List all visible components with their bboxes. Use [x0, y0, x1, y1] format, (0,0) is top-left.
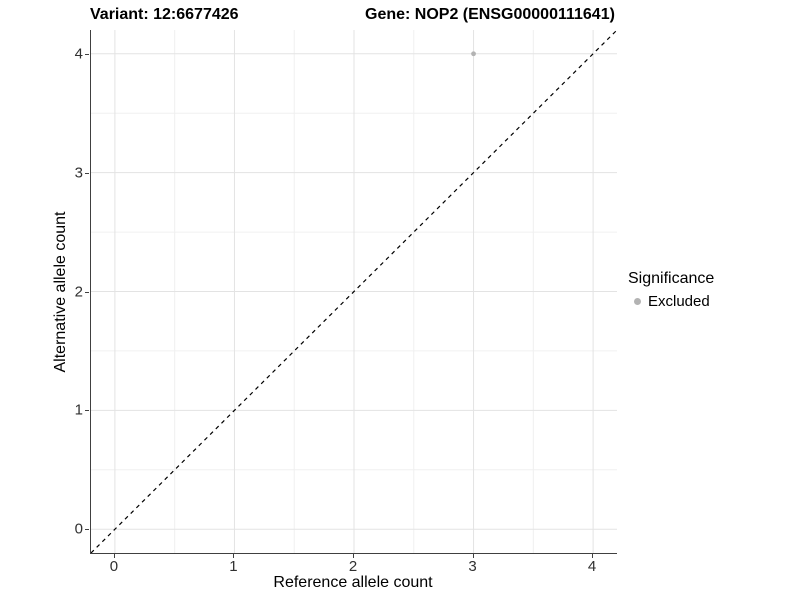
legend-key [628, 292, 646, 310]
x-tick-mark [472, 554, 474, 558]
plot-panel [90, 30, 617, 554]
gene-title: Gene: NOP2 (ENSG00000111641) [365, 6, 615, 23]
excluded-point-icon [633, 297, 641, 305]
x-tick-label: 2 [348, 558, 358, 575]
plot-canvas [91, 30, 617, 553]
x-tick-label: 0 [109, 558, 119, 575]
legend-entry-excluded: Excluded [628, 292, 714, 310]
y-tick-mark [85, 291, 89, 293]
x-tick-mark [353, 554, 354, 558]
y-tick-label: 1 [74, 401, 83, 419]
x-tick-label: 3 [468, 558, 477, 575]
y-tick-label: 2 [74, 283, 83, 300]
legend-title: Significance [628, 270, 715, 287]
x-tick-label: 4 [587, 558, 597, 575]
variant-title: Variant: 12:6677426 [90, 6, 239, 23]
x-tick-label: 1 [229, 558, 238, 575]
x-tick-mark [592, 554, 594, 558]
x-tick-mark [113, 554, 115, 558]
x-axis-title: Reference allele count [273, 574, 433, 591]
y-tick-mark [85, 53, 89, 55]
y-tick-mark [85, 410, 89, 412]
y-axis-title: Alternative allele count [52, 211, 69, 373]
y-tick-mark [85, 172, 89, 174]
y-tick-mark [85, 529, 89, 531]
legend-entry-label: Excluded [648, 292, 710, 310]
y-tick-label: 4 [74, 45, 83, 63]
x-tick-mark [233, 554, 235, 558]
identity-dashed-line [91, 30, 617, 553]
y-tick-label: 0 [74, 520, 83, 538]
y-tick-label: 3 [74, 164, 83, 182]
legend: Significance Excluded [628, 270, 714, 310]
data-point-excluded [471, 51, 476, 57]
